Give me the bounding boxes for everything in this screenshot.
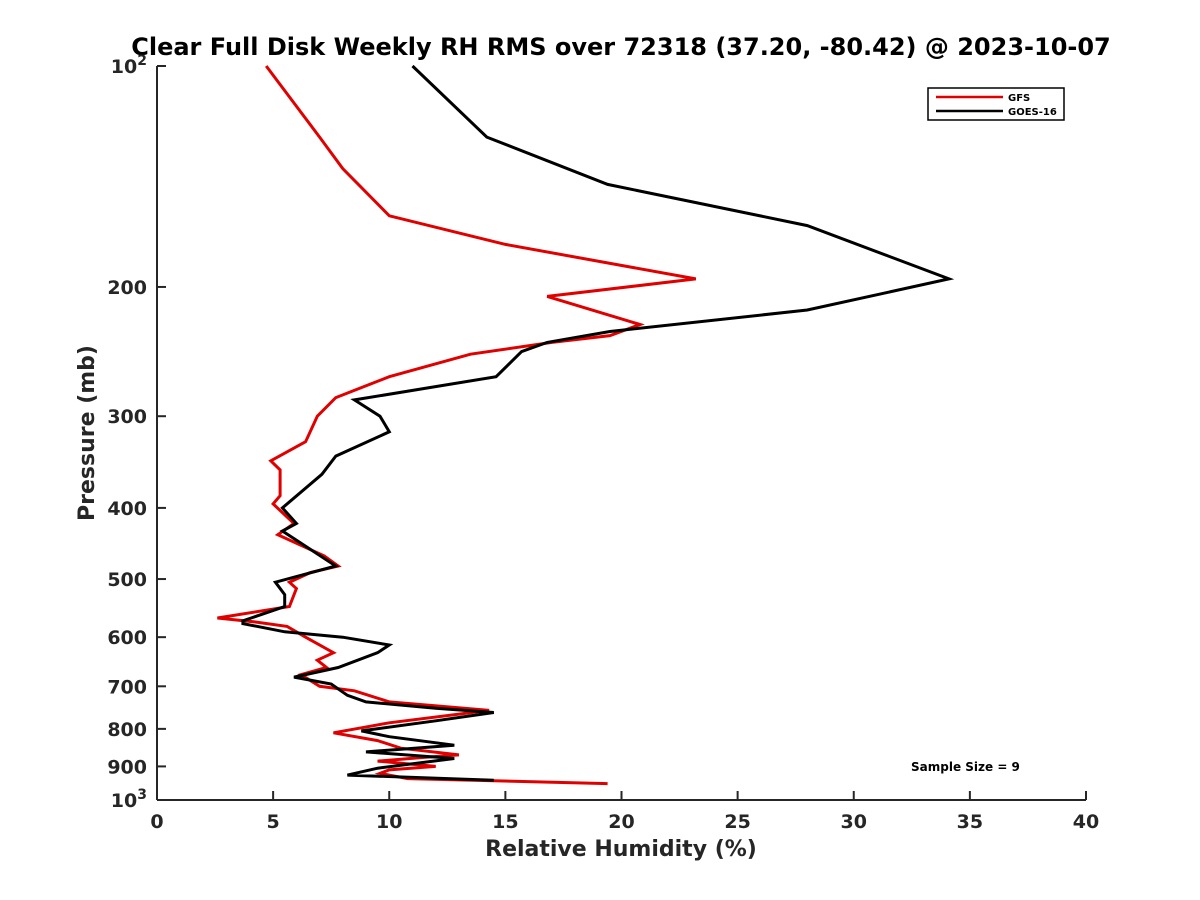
legend: GFS GOES-16: [927, 87, 1065, 121]
y-tick-label: 103: [111, 787, 147, 812]
x-axis-ticks: 0 5 10 15 20 25 30 35 40: [150, 791, 1099, 833]
x-tick-label: 10: [376, 811, 402, 833]
y-axis-label: Pressure (mb): [75, 345, 100, 521]
y-tick-label: 600: [107, 627, 147, 649]
x-tick-label: 20: [608, 811, 634, 833]
x-axis-label: Relative Humidity (%): [485, 837, 757, 862]
x-tick-label: 5: [267, 811, 280, 833]
series-line-gfs: [217, 65, 697, 786]
x-tick-label: 15: [492, 811, 518, 833]
y-tick-label: 200: [107, 277, 147, 299]
legend-box: [927, 87, 1065, 121]
series-lines: [217, 64, 955, 786]
sample-size-annotation: Sample Size = 9: [911, 760, 1020, 774]
legend-label-gfs: GFS: [1008, 93, 1030, 104]
y-tick-label: 500: [107, 569, 147, 591]
x-tick-label: 35: [957, 811, 983, 833]
y-axis-ticks: 102 200 300 400 500 600 700 800 900 103: [107, 53, 166, 812]
y-tick-label: 300: [107, 406, 147, 428]
y-tick-label: 900: [107, 756, 147, 778]
y-tick-label: 800: [107, 719, 147, 741]
series-line-goes-16: [241, 64, 955, 782]
legend-label-goes16: GOES-16: [1008, 107, 1057, 118]
x-tick-label: 30: [841, 811, 867, 833]
y-tick-label: 400: [107, 498, 147, 520]
x-tick-label: 25: [724, 811, 750, 833]
y-tick-label: 700: [107, 676, 147, 698]
y-tick-label: 102: [111, 53, 147, 78]
x-tick-label: 0: [150, 811, 163, 833]
chart-title: Clear Full Disk Weekly RH RMS over 72318…: [131, 33, 1111, 61]
x-tick-label: 40: [1073, 811, 1099, 833]
